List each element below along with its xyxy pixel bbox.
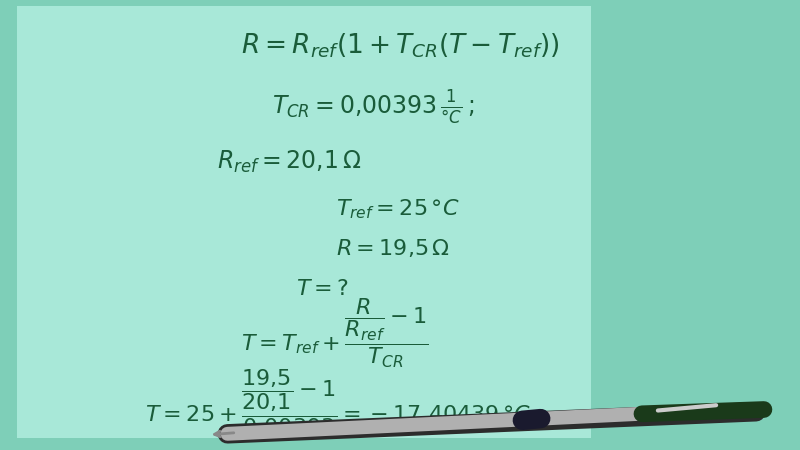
Text: $T = 25 + \dfrac{\dfrac{19{,}5}{20{,}1} - 1}{0{,}00393} = -17{,}40439\,°C$: $T = 25 + \dfrac{\dfrac{19{,}5}{20{,}1} … bbox=[145, 367, 531, 439]
Text: $T = T_{ref} + \dfrac{\dfrac{R}{R_{ref}} - 1}{T_{CR}}$: $T = T_{ref} + \dfrac{\dfrac{R}{R_{ref}}… bbox=[241, 297, 428, 370]
Text: $T_{ref} = 25\,°C$: $T_{ref} = 25\,°C$ bbox=[336, 197, 460, 220]
FancyBboxPatch shape bbox=[18, 6, 591, 438]
Text: $T_{CR} = 0{,}00393\,\frac{1}{°C}\,;$: $T_{CR} = 0{,}00393\,\frac{1}{°C}\,;$ bbox=[273, 90, 475, 127]
Text: $R_{ref} = 20{,}1\,\Omega$: $R_{ref} = 20{,}1\,\Omega$ bbox=[217, 149, 361, 175]
Text: $T = ?$: $T = ?$ bbox=[296, 278, 350, 300]
Text: $R = 19{,}5\,\Omega$: $R = 19{,}5\,\Omega$ bbox=[336, 238, 450, 260]
Text: $R = R_{ref}\left(1 + T_{CR}\left(T - T_{ref}\right)\right)$: $R = R_{ref}\left(1 + T_{CR}\left(T - T_… bbox=[241, 32, 559, 60]
